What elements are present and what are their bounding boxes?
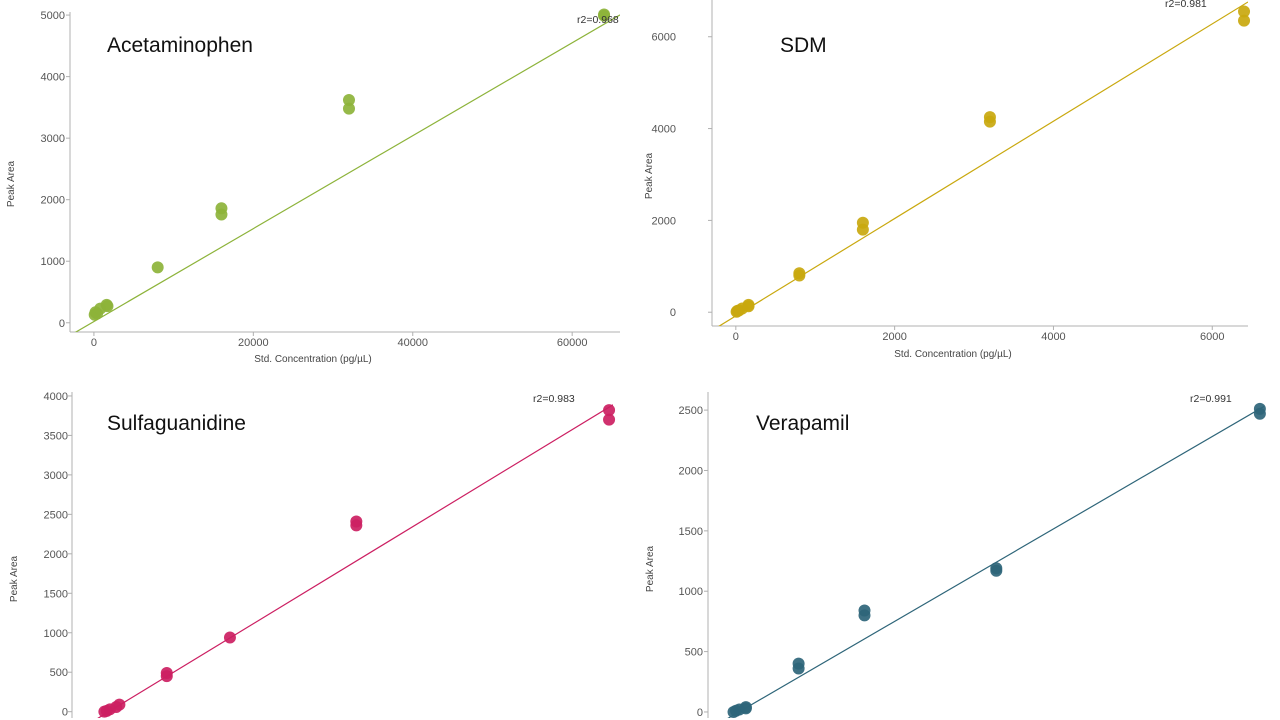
data-point bbox=[113, 698, 126, 711]
y-axis-label: Peak Area bbox=[645, 545, 656, 592]
y-tick-label: 3000 bbox=[44, 470, 68, 482]
data-point bbox=[983, 111, 996, 124]
y-tick-label: 0 bbox=[59, 318, 65, 330]
y-tick-label: 1000 bbox=[679, 586, 703, 598]
y-tick-label: 1000 bbox=[41, 256, 65, 268]
chart-title: Acetaminophen bbox=[107, 34, 253, 57]
y-tick-label: 3500 bbox=[44, 430, 68, 442]
y-tick-label: 5000 bbox=[41, 10, 65, 22]
x-tick-label: 20000 bbox=[238, 337, 269, 349]
fit-line bbox=[74, 14, 620, 332]
x-tick-label: 0 bbox=[733, 331, 739, 343]
y-tick-label: 2000 bbox=[44, 549, 68, 561]
r2-annotation: r2=0.983 bbox=[533, 393, 575, 405]
data-point bbox=[603, 404, 616, 417]
data-point bbox=[990, 562, 1003, 575]
y-tick-label: 3000 bbox=[41, 133, 65, 145]
data-point bbox=[792, 657, 805, 670]
r2-annotation: r2=0.981 bbox=[1165, 0, 1207, 10]
data-point bbox=[856, 216, 869, 229]
chart-title: Verapamil bbox=[756, 412, 849, 435]
data-point bbox=[151, 261, 164, 274]
chart-panel-1: 0 1000 2000 3000 4000 5000 0 20000 40000 60000 Pea… bbox=[6, 8, 620, 365]
y-tick-label: 2000 bbox=[41, 195, 65, 207]
chart-panel-3: 0 500 1000 1500 2000 2500 3000 3500 4000 Peak Are… bbox=[9, 391, 616, 719]
y-tick-label: 500 bbox=[685, 647, 703, 659]
y-tick-label: 0 bbox=[62, 707, 68, 719]
y-tick-label: 4000 bbox=[44, 391, 68, 403]
x-tick-label: 6000 bbox=[1200, 331, 1224, 343]
data-point bbox=[342, 94, 355, 106]
y-tick-label: 0 bbox=[697, 707, 703, 719]
data-point bbox=[1238, 14, 1251, 27]
chart-panel-4: 0 500 1000 1500 2000 2500 Peak Area r2=0.991 Ver… bbox=[645, 392, 1266, 719]
data-point bbox=[1238, 5, 1251, 18]
data-point bbox=[101, 300, 114, 313]
y-axis-label: Peak Area bbox=[9, 555, 20, 602]
data-point bbox=[223, 631, 236, 644]
y-tick-label: 1500 bbox=[679, 526, 703, 538]
chart-title: SDM bbox=[780, 34, 827, 57]
y-tick-label: 4000 bbox=[41, 72, 65, 84]
data-point bbox=[215, 202, 228, 215]
data-point bbox=[350, 515, 363, 528]
x-tick-label: 60000 bbox=[557, 337, 588, 349]
data-point bbox=[793, 267, 806, 280]
y-tick-label: 2500 bbox=[44, 509, 68, 521]
chart-panel-2: 0 2000 4000 6000 0 2000 4000 6000 Peak Area Std. … bbox=[644, 0, 1251, 360]
y-tick-label: 2000 bbox=[679, 465, 703, 477]
x-tick-label: 0 bbox=[91, 337, 97, 349]
y-tick-label: 2000 bbox=[652, 215, 676, 227]
x-tick-label: 2000 bbox=[882, 331, 906, 343]
y-axis-label: Peak Area bbox=[644, 152, 655, 199]
y-tick-label: 1500 bbox=[44, 588, 68, 600]
x-axis-label: Std. Concentration (pg/µL) bbox=[894, 349, 1012, 360]
data-point bbox=[742, 300, 755, 313]
x-tick-label: 40000 bbox=[397, 337, 428, 349]
x-tick-label: 4000 bbox=[1041, 331, 1065, 343]
y-axis-label: Peak Area bbox=[6, 160, 17, 207]
r2-annotation: r2=0.968 bbox=[577, 14, 619, 26]
data-point bbox=[603, 413, 616, 426]
r2-annotation: r2=0.991 bbox=[1190, 393, 1232, 405]
data-point bbox=[739, 701, 752, 714]
y-tick-label: 0 bbox=[670, 307, 676, 319]
data-point bbox=[342, 102, 355, 115]
fit-line bbox=[97, 404, 613, 718]
data-point bbox=[160, 667, 173, 680]
data-point bbox=[858, 604, 871, 617]
y-tick-label: 2500 bbox=[679, 405, 703, 417]
chart-title: Sulfaguanidine bbox=[107, 412, 246, 435]
y-tick-label: 6000 bbox=[652, 32, 676, 44]
y-tick-label: 4000 bbox=[652, 124, 676, 136]
y-tick-label: 500 bbox=[50, 667, 68, 679]
data-point bbox=[1253, 402, 1266, 415]
fit-line bbox=[727, 405, 1264, 718]
y-tick-label: 1000 bbox=[44, 628, 68, 640]
data-point bbox=[598, 8, 611, 21]
x-axis-label: Std. Concentration (pg/µL) bbox=[254, 354, 372, 365]
